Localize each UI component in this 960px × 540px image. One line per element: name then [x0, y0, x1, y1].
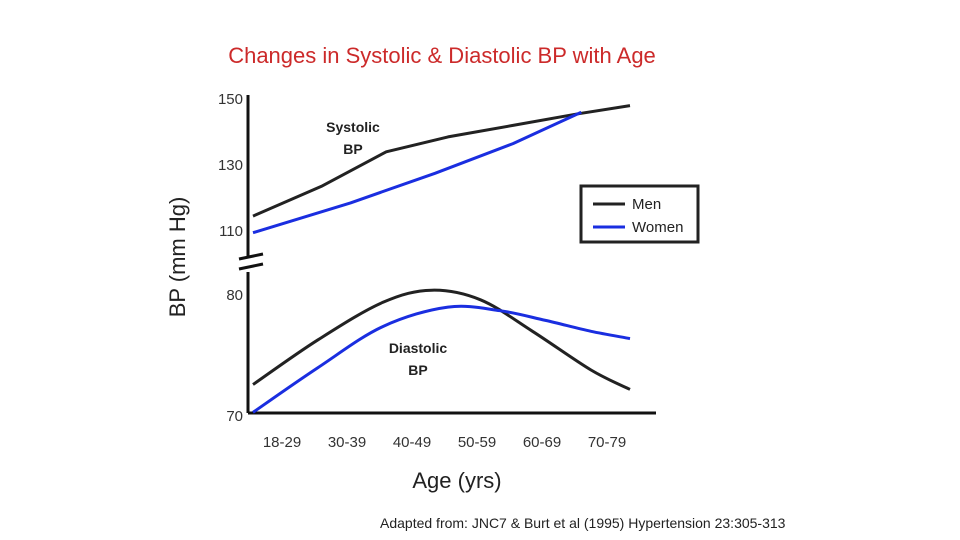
diastolic-line-women: [252, 304, 631, 414]
diastolic-annotation-line1: Diastolic: [389, 340, 448, 356]
x-tick-label: 18-29: [263, 434, 301, 451]
lower-y-ticks: 80 70: [226, 287, 243, 425]
x-tick-label: 70-79: [588, 434, 626, 451]
systolic-lines: [252, 104, 631, 235]
lower-y-tick-label: 70: [226, 408, 243, 425]
systolic-annotation-line1: Systolic: [326, 119, 380, 135]
diastolic-line-men: [252, 288, 631, 391]
y-axis-label: BP (mm Hg): [165, 197, 190, 318]
x-tick-label: 30-39: [328, 434, 366, 451]
legend-label-men: Men: [632, 196, 661, 213]
systolic-line-men: [252, 104, 631, 218]
axis-break-mark-bottom: [238, 262, 264, 271]
systolic-annotation-line2: BP: [343, 141, 362, 157]
axis-break-mark-top: [238, 252, 264, 261]
x-tick-label: 40-49: [393, 434, 431, 451]
upper-y-tick-label: 110: [219, 223, 243, 240]
x-tick-label: 60-69: [523, 434, 561, 451]
x-axis-label: Age (yrs): [412, 468, 501, 493]
lower-y-tick-label: 80: [226, 287, 243, 304]
legend: Men Women: [579, 184, 700, 244]
chart-title: Changes in Systolic & Diastolic BP with …: [228, 43, 656, 68]
legend-box: [579, 184, 700, 244]
diastolic-annotation-line2: BP: [408, 362, 427, 378]
upper-y-tick-label: 150: [218, 91, 243, 108]
diastolic-lines: [252, 288, 631, 414]
upper-y-tick-label: 130: [218, 157, 243, 174]
systolic-line-women: [252, 110, 582, 235]
source-citation: Adapted from: JNC7 & Burt et al (1995) H…: [380, 515, 786, 531]
upper-y-ticks: 150 130 110: [218, 91, 243, 240]
x-tick-label: 50-59: [458, 434, 496, 451]
legend-label-women: Women: [632, 219, 683, 236]
x-ticks: 18-29 30-39 40-49 50-59 60-69 70-79: [263, 434, 626, 451]
